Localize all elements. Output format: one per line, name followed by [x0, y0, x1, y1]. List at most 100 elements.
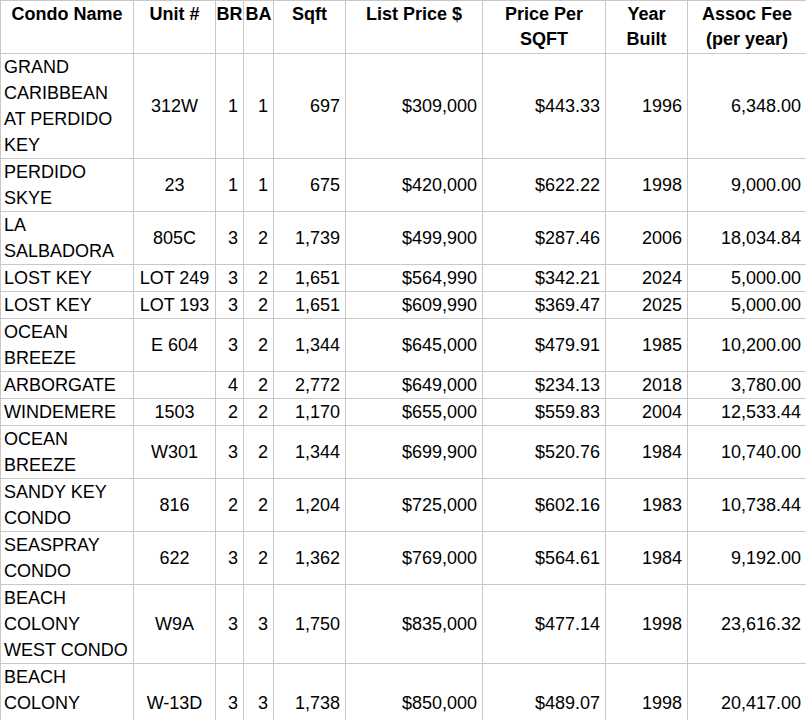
cell-unit[interactable]: 312W — [134, 54, 216, 159]
cell-sqft[interactable]: 1,204 — [274, 479, 346, 532]
column-header-assoc_fee[interactable]: Assoc Fee (per year) — [688, 1, 806, 54]
cell-ba[interactable]: 2 — [244, 426, 274, 479]
cell-list_price[interactable]: $835,000 — [346, 585, 483, 664]
cell-br[interactable]: 3 — [216, 532, 244, 585]
cell-ba[interactable]: 2 — [244, 265, 274, 292]
cell-name[interactable]: OCEAN BREEZE — [1, 426, 134, 479]
column-header-br[interactable]: BR — [216, 1, 244, 54]
cell-list_price[interactable]: $645,000 — [346, 319, 483, 372]
cell-list_price[interactable]: $649,000 — [346, 372, 483, 399]
cell-br[interactable]: 3 — [216, 265, 244, 292]
cell-ba[interactable]: 2 — [244, 319, 274, 372]
cell-sqft[interactable]: 1,170 — [274, 399, 346, 426]
column-header-ba[interactable]: BA — [244, 1, 274, 54]
cell-assoc_fee[interactable]: 3,780.00 — [688, 372, 806, 399]
cell-list_price[interactable]: $850,000 — [346, 664, 483, 720]
cell-name[interactable]: LOST KEY — [1, 265, 134, 292]
cell-unit[interactable]: 622 — [134, 532, 216, 585]
cell-price_per_sqft[interactable]: $489.07 — [483, 664, 606, 720]
cell-ba[interactable]: 2 — [244, 532, 274, 585]
cell-br[interactable]: 3 — [216, 319, 244, 372]
cell-year_built[interactable]: 1998 — [606, 585, 688, 664]
cell-ba[interactable]: 2 — [244, 372, 274, 399]
cell-sqft[interactable]: 1,739 — [274, 212, 346, 265]
cell-ba[interactable]: 3 — [244, 585, 274, 664]
cell-year_built[interactable]: 2006 — [606, 212, 688, 265]
cell-assoc_fee[interactable]: 6,348.00 — [688, 54, 806, 159]
cell-year_built[interactable]: 1996 — [606, 54, 688, 159]
cell-name[interactable]: GRAND CARIBBEAN AT PERDIDO KEY — [1, 54, 134, 159]
cell-price_per_sqft[interactable]: $369.47 — [483, 292, 606, 319]
cell-price_per_sqft[interactable]: $342.21 — [483, 265, 606, 292]
cell-list_price[interactable]: $725,000 — [346, 479, 483, 532]
column-header-name[interactable]: Condo Name — [1, 1, 134, 54]
cell-assoc_fee[interactable]: 9,192.00 — [688, 532, 806, 585]
cell-year_built[interactable]: 1998 — [606, 664, 688, 720]
cell-year_built[interactable]: 1983 — [606, 479, 688, 532]
cell-unit[interactable]: W-13D — [134, 664, 216, 720]
cell-list_price[interactable]: $655,000 — [346, 399, 483, 426]
cell-sqft[interactable]: 1,344 — [274, 426, 346, 479]
cell-br[interactable]: 3 — [216, 212, 244, 265]
cell-br[interactable]: 1 — [216, 159, 244, 212]
cell-br[interactable]: 1 — [216, 54, 244, 159]
cell-assoc_fee[interactable]: 20,417.00 — [688, 664, 806, 720]
cell-unit[interactable]: E 604 — [134, 319, 216, 372]
cell-ba[interactable]: 2 — [244, 212, 274, 265]
cell-sqft[interactable]: 675 — [274, 159, 346, 212]
cell-assoc_fee[interactable]: 23,616.32 — [688, 585, 806, 664]
cell-sqft[interactable]: 1,362 — [274, 532, 346, 585]
cell-assoc_fee[interactable]: 10,738.44 — [688, 479, 806, 532]
cell-ba[interactable]: 2 — [244, 479, 274, 532]
cell-unit[interactable]: W9A — [134, 585, 216, 664]
cell-ba[interactable]: 3 — [244, 664, 274, 720]
cell-unit[interactable]: 23 — [134, 159, 216, 212]
cell-br[interactable]: 3 — [216, 292, 244, 319]
cell-br[interactable]: 4 — [216, 372, 244, 399]
cell-unit[interactable]: W301 — [134, 426, 216, 479]
cell-list_price[interactable]: $309,000 — [346, 54, 483, 159]
cell-ba[interactable]: 2 — [244, 399, 274, 426]
cell-name[interactable]: SEASPRAY CONDO — [1, 532, 134, 585]
cell-year_built[interactable]: 1984 — [606, 426, 688, 479]
cell-br[interactable]: 3 — [216, 585, 244, 664]
cell-name[interactable]: BEACH COLONY WEST CONDO — [1, 664, 134, 720]
cell-list_price[interactable]: $420,000 — [346, 159, 483, 212]
cell-assoc_fee[interactable]: 12,533.44 — [688, 399, 806, 426]
cell-year_built[interactable]: 2025 — [606, 292, 688, 319]
cell-year_built[interactable]: 2018 — [606, 372, 688, 399]
cell-list_price[interactable]: $699,900 — [346, 426, 483, 479]
cell-name[interactable]: PERDIDO SKYE — [1, 159, 134, 212]
column-header-year_built[interactable]: Year Built — [606, 1, 688, 54]
cell-year_built[interactable]: 2024 — [606, 265, 688, 292]
cell-name[interactable]: ARBORGATE — [1, 372, 134, 399]
column-header-sqft[interactable]: Sqft — [274, 1, 346, 54]
cell-assoc_fee[interactable]: 18,034.84 — [688, 212, 806, 265]
cell-br[interactable]: 3 — [216, 664, 244, 720]
cell-year_built[interactable]: 2004 — [606, 399, 688, 426]
cell-sqft[interactable]: 697 — [274, 54, 346, 159]
cell-sqft[interactable]: 1,750 — [274, 585, 346, 664]
column-header-price_per_sqft[interactable]: Price Per SQFT — [483, 1, 606, 54]
column-header-list_price[interactable]: List Price $ — [346, 1, 483, 54]
cell-name[interactable]: LOST KEY — [1, 292, 134, 319]
cell-br[interactable]: 2 — [216, 399, 244, 426]
cell-sqft[interactable]: 1,738 — [274, 664, 346, 720]
cell-price_per_sqft[interactable]: $234.13 — [483, 372, 606, 399]
cell-year_built[interactable]: 1998 — [606, 159, 688, 212]
cell-sqft[interactable]: 1,344 — [274, 319, 346, 372]
cell-ba[interactable]: 2 — [244, 292, 274, 319]
cell-list_price[interactable]: $499,900 — [346, 212, 483, 265]
column-header-unit[interactable]: Unit # — [134, 1, 216, 54]
cell-sqft[interactable]: 2,772 — [274, 372, 346, 399]
cell-name[interactable]: SANDY KEY CONDO — [1, 479, 134, 532]
cell-price_per_sqft[interactable]: $287.46 — [483, 212, 606, 265]
cell-price_per_sqft[interactable]: $622.22 — [483, 159, 606, 212]
cell-year_built[interactable]: 1984 — [606, 532, 688, 585]
cell-ba[interactable]: 1 — [244, 159, 274, 212]
cell-price_per_sqft[interactable]: $559.83 — [483, 399, 606, 426]
cell-unit[interactable]: 1503 — [134, 399, 216, 426]
cell-br[interactable]: 2 — [216, 479, 244, 532]
cell-unit[interactable]: 805C — [134, 212, 216, 265]
cell-unit[interactable]: LOT 193 — [134, 292, 216, 319]
